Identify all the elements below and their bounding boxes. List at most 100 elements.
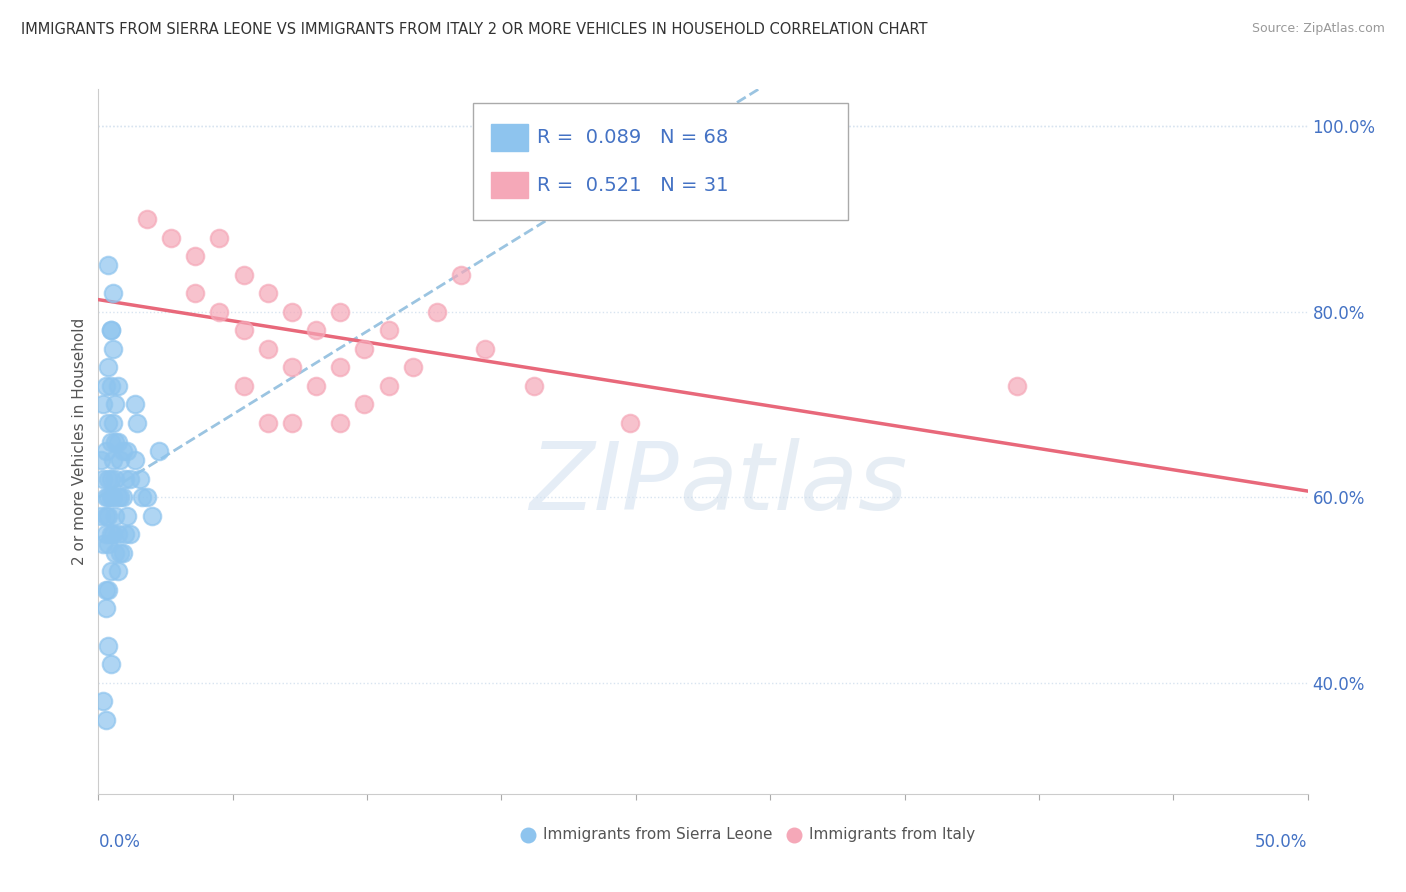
Point	[107, 565, 129, 579]
Point	[104, 472, 127, 486]
Point	[117, 443, 139, 458]
Point	[100, 323, 122, 337]
Point	[108, 490, 131, 504]
Point	[107, 490, 129, 504]
Point	[127, 416, 149, 430]
Text: atlas: atlas	[679, 438, 907, 529]
Point	[104, 546, 127, 560]
Point	[474, 342, 496, 356]
Point	[94, 527, 117, 541]
Point	[160, 230, 183, 244]
Point	[91, 694, 114, 708]
Point	[91, 472, 114, 486]
Text: ZIP: ZIP	[529, 438, 679, 529]
Point	[100, 527, 122, 541]
Point	[100, 657, 122, 671]
Point	[232, 379, 254, 393]
Point	[329, 416, 352, 430]
Point	[1007, 379, 1029, 393]
Point	[94, 582, 117, 597]
Point	[100, 323, 122, 337]
Point	[118, 527, 141, 541]
Point	[101, 490, 124, 504]
Point	[184, 249, 207, 263]
Point	[141, 508, 163, 523]
Point	[97, 360, 120, 375]
Point	[97, 536, 120, 550]
Point	[619, 416, 641, 430]
Point	[402, 360, 425, 375]
Point	[208, 304, 231, 318]
Point	[107, 434, 129, 449]
Point	[100, 434, 122, 449]
Point	[426, 304, 449, 318]
Point	[305, 323, 328, 337]
Point	[107, 527, 129, 541]
Point	[90, 508, 112, 523]
Text: 0.0%: 0.0%	[98, 832, 141, 851]
Point	[108, 546, 131, 560]
Point	[208, 230, 231, 244]
Point	[256, 416, 278, 430]
Point	[94, 508, 117, 523]
Text: Immigrants from Italy: Immigrants from Italy	[810, 827, 976, 842]
Point	[101, 416, 124, 430]
FancyBboxPatch shape	[474, 103, 848, 219]
Point	[281, 360, 304, 375]
Point	[114, 472, 136, 486]
Point	[90, 453, 112, 467]
Point	[97, 508, 120, 523]
Point	[232, 323, 254, 337]
Y-axis label: 2 or more Vehicles in Household: 2 or more Vehicles in Household	[72, 318, 87, 566]
Point	[329, 304, 352, 318]
Point	[131, 490, 153, 504]
Point	[450, 268, 472, 282]
Point	[104, 434, 127, 449]
Point	[353, 342, 375, 356]
Point	[104, 397, 127, 411]
Point	[305, 379, 328, 393]
Point	[232, 268, 254, 282]
Text: R =  0.089   N = 68: R = 0.089 N = 68	[537, 128, 728, 146]
Point	[100, 472, 122, 486]
Point	[101, 286, 124, 301]
Point	[100, 379, 122, 393]
Point	[108, 453, 131, 467]
Point	[184, 286, 207, 301]
Point	[128, 472, 150, 486]
Point	[97, 416, 120, 430]
Point	[353, 397, 375, 411]
Point	[329, 360, 352, 375]
Point	[281, 304, 304, 318]
Point	[124, 397, 146, 411]
Point	[97, 582, 120, 597]
Bar	[492, 124, 527, 151]
Point	[523, 379, 546, 393]
Point	[97, 490, 120, 504]
Point	[94, 490, 117, 504]
Point	[97, 639, 120, 653]
Point	[101, 342, 124, 356]
Point	[377, 379, 399, 393]
Point	[100, 490, 122, 504]
Point	[97, 259, 120, 273]
Point	[256, 342, 278, 356]
Point	[118, 472, 141, 486]
Point	[91, 536, 114, 550]
Text: R =  0.521   N = 31: R = 0.521 N = 31	[537, 176, 728, 194]
Point	[100, 565, 122, 579]
Point	[114, 527, 136, 541]
Point	[256, 286, 278, 301]
Point	[281, 416, 304, 430]
Point	[135, 490, 157, 504]
Text: Immigrants from Sierra Leone: Immigrants from Sierra Leone	[543, 827, 773, 842]
Point	[111, 443, 134, 458]
Point	[94, 601, 117, 615]
Text: Source: ZipAtlas.com: Source: ZipAtlas.com	[1251, 22, 1385, 36]
Point	[104, 508, 127, 523]
Point	[111, 490, 134, 504]
Point	[377, 323, 399, 337]
Point	[117, 508, 139, 523]
Point	[97, 472, 120, 486]
Point	[124, 453, 146, 467]
